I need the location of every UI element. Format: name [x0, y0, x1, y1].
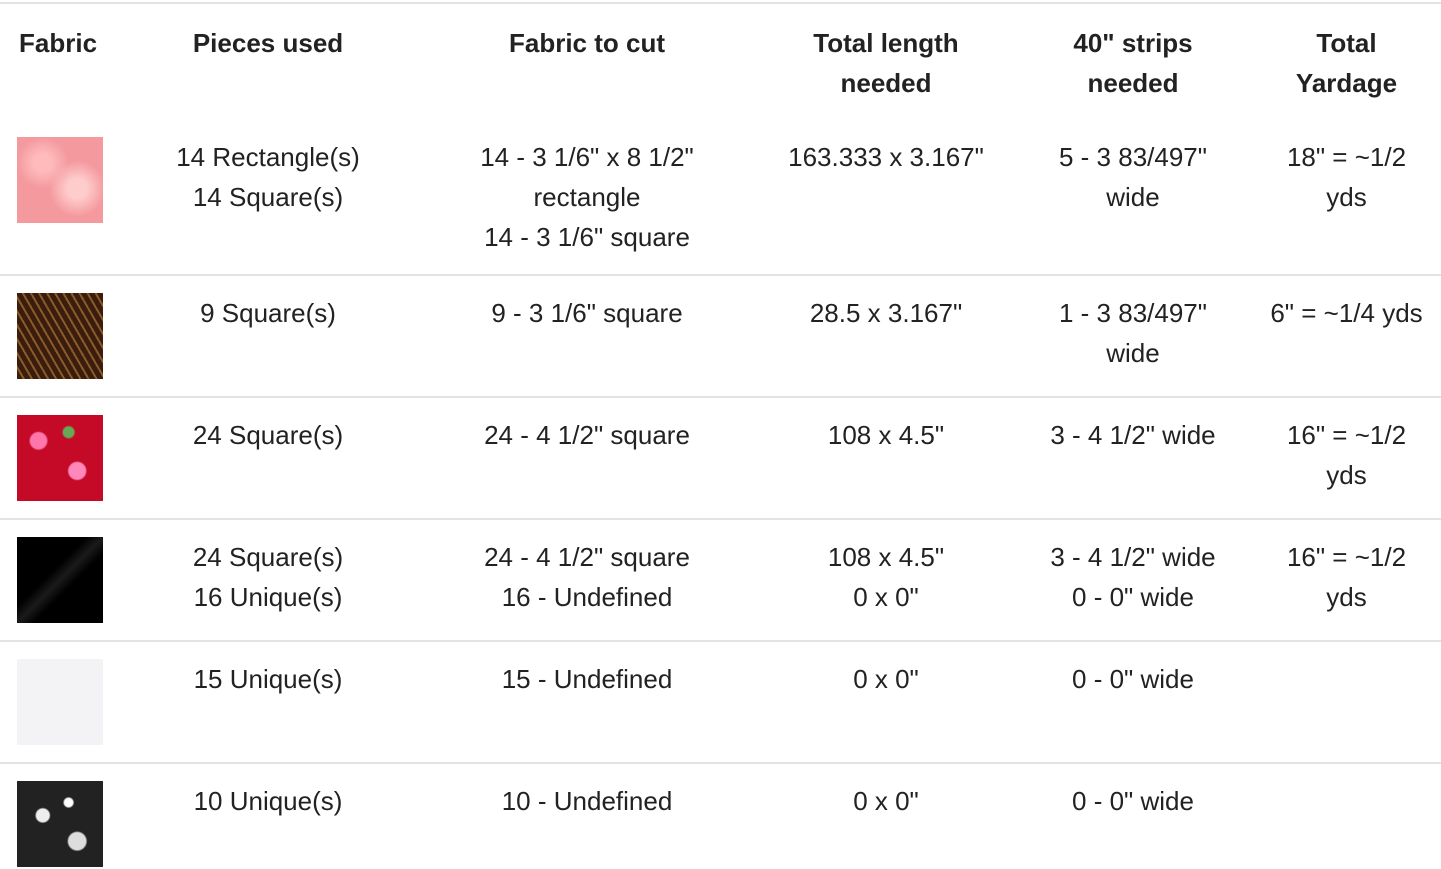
table-cell: 28.5 x 3.167": [758, 275, 1014, 397]
table-row: 9 Square(s) 9 - 3 1/6" square 28.5 x 3.167…: [0, 275, 1441, 397]
table-cell: 1 - 3 83/497" wide: [1014, 275, 1252, 397]
table-cell: 5 - 3 83/497" wide: [1014, 120, 1252, 275]
cell-line: 9 Square(s): [200, 298, 336, 328]
table-cell: 15 - Undefined: [416, 641, 758, 763]
cell-line: 108 x 4.5": [827, 420, 945, 450]
table-cell: 24 Square(s): [120, 397, 416, 519]
table-cell: 0 - 0" wide: [1014, 641, 1252, 763]
cell-line: 14 - 3 1/6" x 8 1/2" rectangle: [480, 142, 694, 212]
cell-line: 0 - 0" wide: [1072, 582, 1194, 612]
table-row: 24 Square(s) 16 Unique(s) 24 - 4 1/2" squa…: [0, 519, 1441, 641]
fabric-swatch: [17, 781, 103, 867]
header-cell: Total length needed: [813, 28, 959, 98]
cell-line: 3 - 4 1/2" wide: [1050, 420, 1216, 450]
table-cell: 14 - 3 1/6" x 8 1/2" rectangle 14 - 3 1/6…: [416, 120, 758, 275]
cell-line: 15 - Undefined: [501, 664, 673, 694]
table-row: 24 Square(s) 24 - 4 1/2" square 108 x 4.5"…: [0, 397, 1441, 519]
cell-line: 15 Unique(s): [193, 664, 343, 694]
fabric-cell: [0, 275, 120, 397]
fabric-cell: [0, 397, 120, 519]
cell-line: 16 - Undefined: [501, 582, 673, 612]
table-cell: 0 x 0": [758, 641, 1014, 763]
cell-line: 9 - 3 1/6" square: [491, 298, 683, 328]
table-cell: 6" = ~1/4 yds: [1252, 275, 1441, 397]
table-cell: 0 x 0": [758, 763, 1014, 869]
cell-line: 28.5 x 3.167": [809, 298, 963, 328]
header-cell: Pieces used: [192, 28, 344, 58]
cell-line: 1 - 3 83/497" wide: [1058, 298, 1207, 368]
fabric-swatch: [17, 415, 103, 501]
table-cell: 3 - 4 1/2" wide 0 - 0" wide: [1014, 519, 1252, 641]
header-cell: Total Yardage: [1295, 28, 1398, 98]
cell-line: 163.333 x 3.167": [788, 142, 984, 172]
table-cell: 9 - 3 1/6" square: [416, 275, 758, 397]
cell-line: 24 - 4 1/2" square: [484, 542, 690, 572]
table-cell: 24 - 4 1/2" square 16 - Undefined: [416, 519, 758, 641]
fabric-cell: [0, 120, 120, 275]
header-row: Fabric Pieces used Fabric to cut Total leng…: [0, 3, 1441, 120]
table-cell: 16" = ~1/2 yds: [1252, 519, 1441, 641]
table-cell: 3 - 4 1/2" wide: [1014, 397, 1252, 519]
table-row: 10 Unique(s) 10 - Undefined 0 x 0" 0 - 0" w…: [0, 763, 1441, 869]
table-row: 14 Rectangle(s) 14 Square(s) 14 - 3 1/6" x…: [0, 120, 1441, 275]
table-cell: 14 Rectangle(s) 14 Square(s): [120, 120, 416, 275]
table-cell: 9 Square(s): [120, 275, 416, 397]
cell-line: 0 - 0" wide: [1072, 786, 1194, 816]
table-cell: 0 - 0" wide: [1014, 763, 1252, 869]
header-cell: 40" strips needed: [1073, 28, 1193, 98]
fabric-cell: [0, 519, 120, 641]
table-cell: 108 x 4.5": [758, 397, 1014, 519]
cell-line: 0 - 0" wide: [1072, 664, 1194, 694]
table-cell: 108 x 4.5" 0 x 0": [758, 519, 1014, 641]
fabric-swatch: [17, 537, 103, 623]
cell-line: 18" = ~1/2 yds: [1286, 142, 1407, 212]
header-cell: Fabric: [19, 28, 98, 58]
header-cell: Fabric to cut: [508, 28, 665, 58]
table-cell: 24 - 4 1/2" square: [416, 397, 758, 519]
cell-line: 16" = ~1/2 yds: [1286, 542, 1407, 612]
cell-line: 108 x 4.5": [827, 542, 945, 572]
cell-line: 14 Square(s): [192, 182, 344, 212]
cell-line: 0 x 0": [853, 786, 919, 816]
cell-line: 5 - 3 83/497" wide: [1058, 142, 1207, 212]
cell-line: 24 Square(s): [192, 542, 344, 572]
table-cell: 10 Unique(s): [120, 763, 416, 869]
table-cell: 18" = ~1/2 yds: [1252, 120, 1441, 275]
table-cell: [1252, 763, 1441, 869]
cell-line: 14 - 3 1/6" square: [484, 222, 690, 252]
fabric-cell: [0, 763, 120, 869]
table-cell: 10 - Undefined: [416, 763, 758, 869]
cell-line: 24 - 4 1/2" square: [484, 420, 690, 450]
table-cell: 15 Unique(s): [120, 641, 416, 763]
fabric-swatch: [17, 293, 103, 379]
table-cell: [1252, 641, 1441, 763]
cell-line: 6" = ~1/4 yds: [1270, 298, 1423, 328]
cell-line: 14 Rectangle(s): [176, 142, 360, 172]
table-cell: 24 Square(s) 16 Unique(s): [120, 519, 416, 641]
fabric-swatch: [17, 137, 103, 223]
table-body: 14 Rectangle(s) 14 Square(s) 14 - 3 1/6" x…: [0, 120, 1441, 869]
cell-line: 24 Square(s): [192, 420, 344, 450]
table-row: 15 Unique(s) 15 - Undefined 0 x 0" 0 - 0" w…: [0, 641, 1441, 763]
cell-line: 16 Unique(s): [193, 582, 343, 612]
fabric-swatch: [17, 659, 103, 745]
table-cell: 16" = ~1/2 yds: [1252, 397, 1441, 519]
cell-line: 10 - Undefined: [501, 786, 673, 816]
cell-line: 0 x 0": [853, 582, 919, 612]
cell-line: 16" = ~1/2 yds: [1286, 420, 1407, 490]
cell-line: 10 Unique(s): [193, 786, 343, 816]
cell-line: 0 x 0": [853, 664, 919, 694]
cell-line: 3 - 4 1/2" wide: [1050, 542, 1216, 572]
table-cell: 163.333 x 3.167": [758, 120, 1014, 275]
fabric-cell: [0, 641, 120, 763]
